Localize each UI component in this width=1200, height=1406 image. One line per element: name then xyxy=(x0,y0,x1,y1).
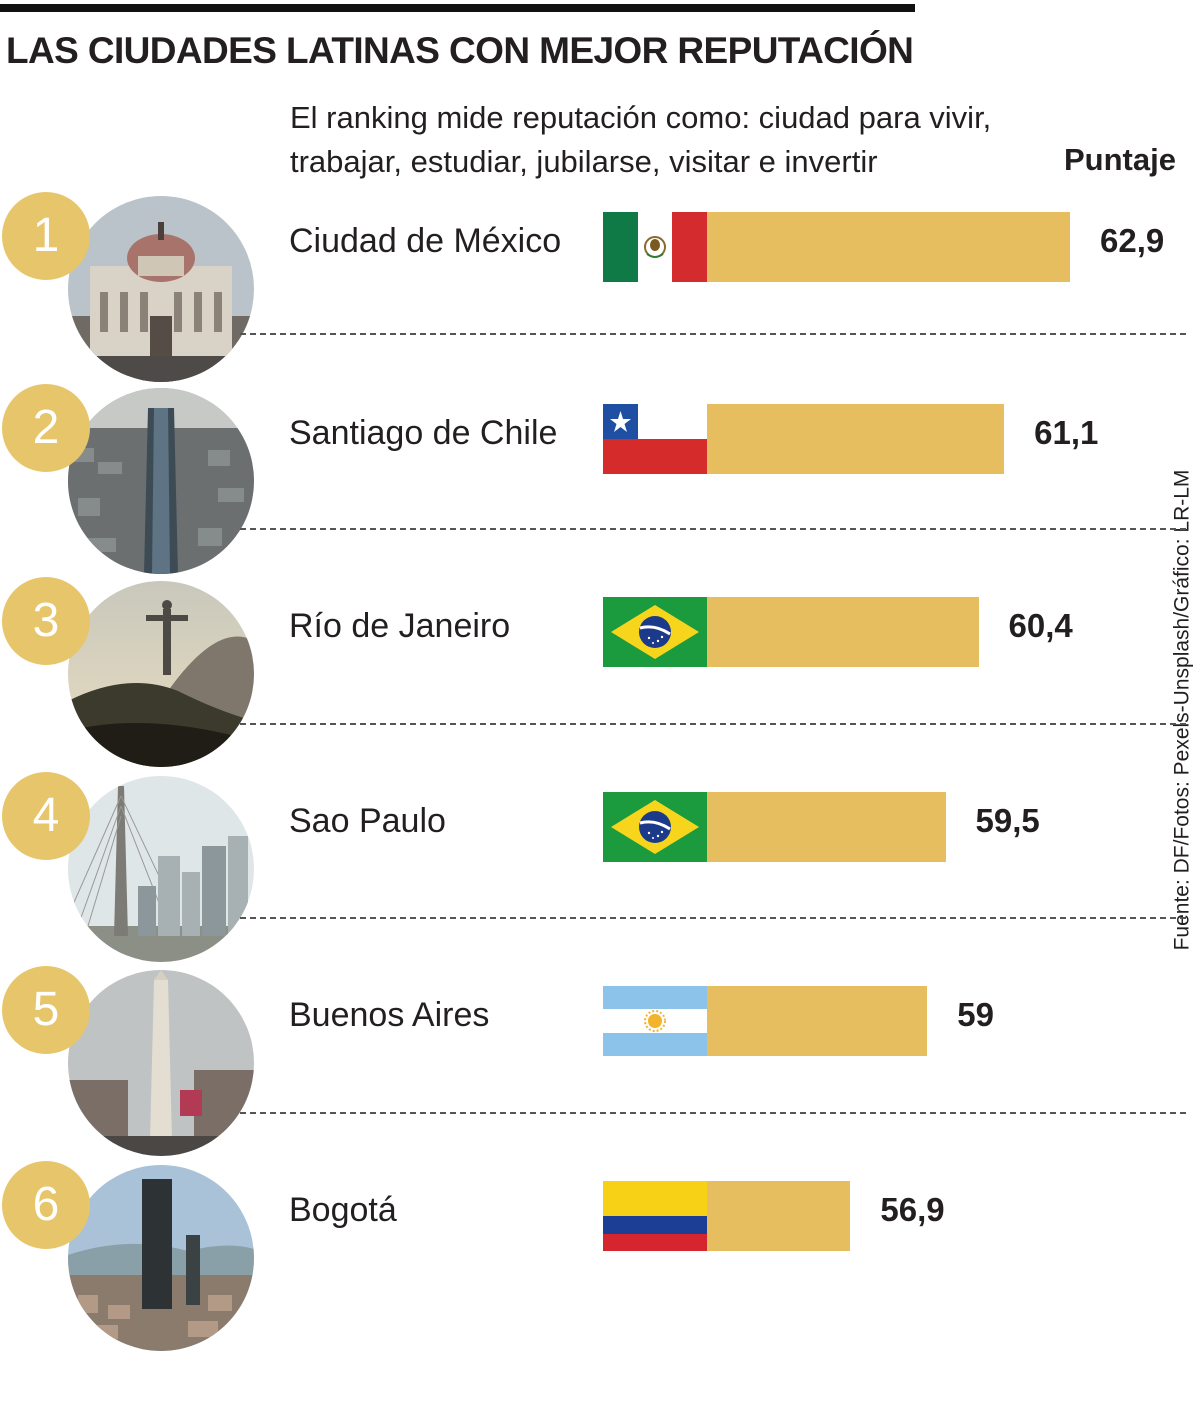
city-label: Ciudad de México xyxy=(289,222,561,261)
rank-badge: 1 xyxy=(2,192,90,280)
score-value-label: 56,9 xyxy=(880,1191,944,1229)
bogota-skyline-photo xyxy=(68,1165,254,1351)
score-value-label: 59 xyxy=(957,996,994,1034)
row-divider xyxy=(240,917,1186,919)
rank-badge: 5 xyxy=(2,966,90,1054)
ranking-chart: 1 Ciudad de México 62,9 2 Santiago de Chile 6… xyxy=(0,0,1200,1306)
city-label: Río de Janeiro xyxy=(289,607,510,646)
cristo-redentor-photo xyxy=(68,581,254,767)
row-divider xyxy=(240,333,1186,335)
rank-badge: 6 xyxy=(2,1161,90,1249)
row-divider xyxy=(240,1112,1186,1114)
score-bar xyxy=(707,212,1070,282)
score-bar xyxy=(707,986,927,1056)
rank-badge: 2 xyxy=(2,384,90,472)
score-bar xyxy=(707,1181,850,1251)
rank-badge: 4 xyxy=(2,772,90,860)
sao-paulo-bridge-photo xyxy=(68,776,254,962)
row-divider xyxy=(240,723,1186,725)
brazil-flag xyxy=(603,792,707,862)
city-label: Santiago de Chile xyxy=(289,414,557,453)
rank-badge: 3 xyxy=(2,577,90,665)
chile-flag xyxy=(603,404,707,474)
colombia-flag xyxy=(603,1181,707,1251)
obelisco-photo xyxy=(68,970,254,1156)
city-label: Buenos Aires xyxy=(289,996,489,1035)
score-value-label: 60,4 xyxy=(1009,607,1073,645)
brazil-flag xyxy=(603,597,707,667)
mexico-flag xyxy=(603,212,707,282)
score-bar xyxy=(707,792,946,862)
score-bar xyxy=(707,404,1004,474)
row-divider xyxy=(240,528,1186,530)
score-bar xyxy=(707,597,979,667)
argentina-flag xyxy=(603,986,707,1056)
santiago-skyline-photo xyxy=(68,388,254,574)
score-value-label: 61,1 xyxy=(1034,414,1098,452)
city-label: Bogotá xyxy=(289,1191,397,1230)
city-label: Sao Paulo xyxy=(289,802,446,841)
palacio-bellas-artes-photo xyxy=(68,196,254,382)
score-value-label: 59,5 xyxy=(976,802,1040,840)
score-value-label: 62,9 xyxy=(1100,222,1164,260)
